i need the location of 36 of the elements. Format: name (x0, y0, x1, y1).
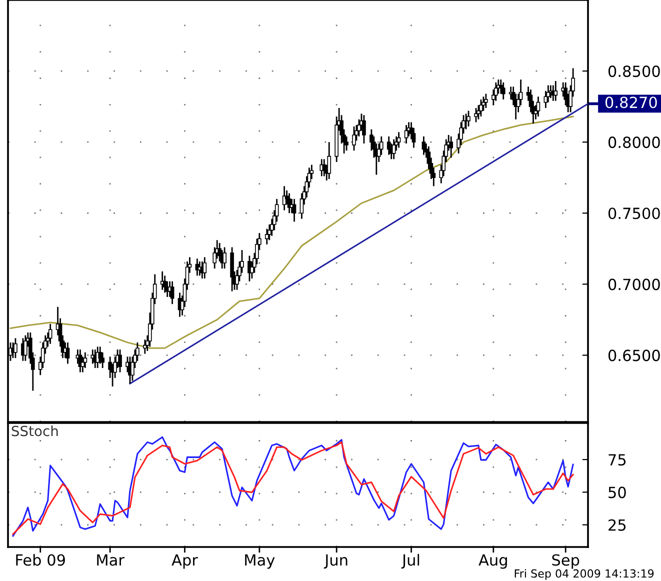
candlestick (14, 337, 18, 359)
y-tick-label: 25 (608, 519, 626, 531)
candlestick (494, 82, 498, 102)
candlestick (170, 280, 174, 305)
y-tick-label: 0.6500 (608, 350, 660, 362)
candlestick (484, 93, 488, 109)
y-tick-label: 75 (608, 454, 626, 466)
candlestick (466, 110, 470, 128)
y-tick-label: 0.8500 (608, 66, 660, 78)
candlestick (48, 323, 52, 345)
y-tick-label: 50 (608, 486, 626, 498)
candlestick (474, 107, 478, 123)
text: Fri Sep 04 2009 14:13:19 (514, 569, 654, 580)
candlestick (202, 256, 207, 280)
x-tick-label: Jun (324, 554, 348, 569)
candlestick (98, 346, 102, 364)
x-tick-label: Mar (97, 554, 124, 566)
candlestick (396, 131, 401, 148)
x-tick-label: Aug (478, 554, 507, 569)
candlestick (479, 98, 483, 118)
x-tick-label: Apr (172, 554, 198, 569)
x-tick-label: Jul (401, 554, 420, 569)
candlestick (422, 136, 426, 156)
y-tick-label: 0.7000 (608, 278, 660, 290)
y-tick-label: 0.7500 (608, 208, 660, 220)
candlestick (501, 82, 506, 100)
x-tick-label: May (245, 554, 275, 569)
candlestick (554, 80, 558, 102)
candlestick (352, 126, 356, 152)
x-tick-label: Sep (552, 554, 580, 569)
x-tick-label: Feb 09 (16, 554, 65, 566)
chart-title: SStoch (12, 425, 58, 436)
candlestick (162, 274, 167, 294)
line-series (10, 116, 574, 349)
text: 0.8270 (605, 96, 657, 108)
y-tick-label: 0.8000 (608, 136, 660, 148)
